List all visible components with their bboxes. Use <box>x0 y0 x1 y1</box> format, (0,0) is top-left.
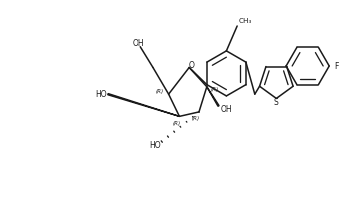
Text: (R): (R) <box>192 116 200 121</box>
Polygon shape <box>207 87 219 107</box>
Polygon shape <box>108 94 179 117</box>
Text: O: O <box>189 61 195 70</box>
Text: CH₃: CH₃ <box>239 18 252 23</box>
Text: (R): (R) <box>211 86 219 91</box>
Text: (R): (R) <box>155 89 164 94</box>
Text: S: S <box>274 98 279 107</box>
Text: OH: OH <box>133 39 144 48</box>
Text: F: F <box>334 62 339 71</box>
Text: HO: HO <box>149 141 161 150</box>
Text: HO: HO <box>95 89 107 98</box>
Text: (R): (R) <box>173 120 181 125</box>
Text: OH: OH <box>221 104 232 113</box>
